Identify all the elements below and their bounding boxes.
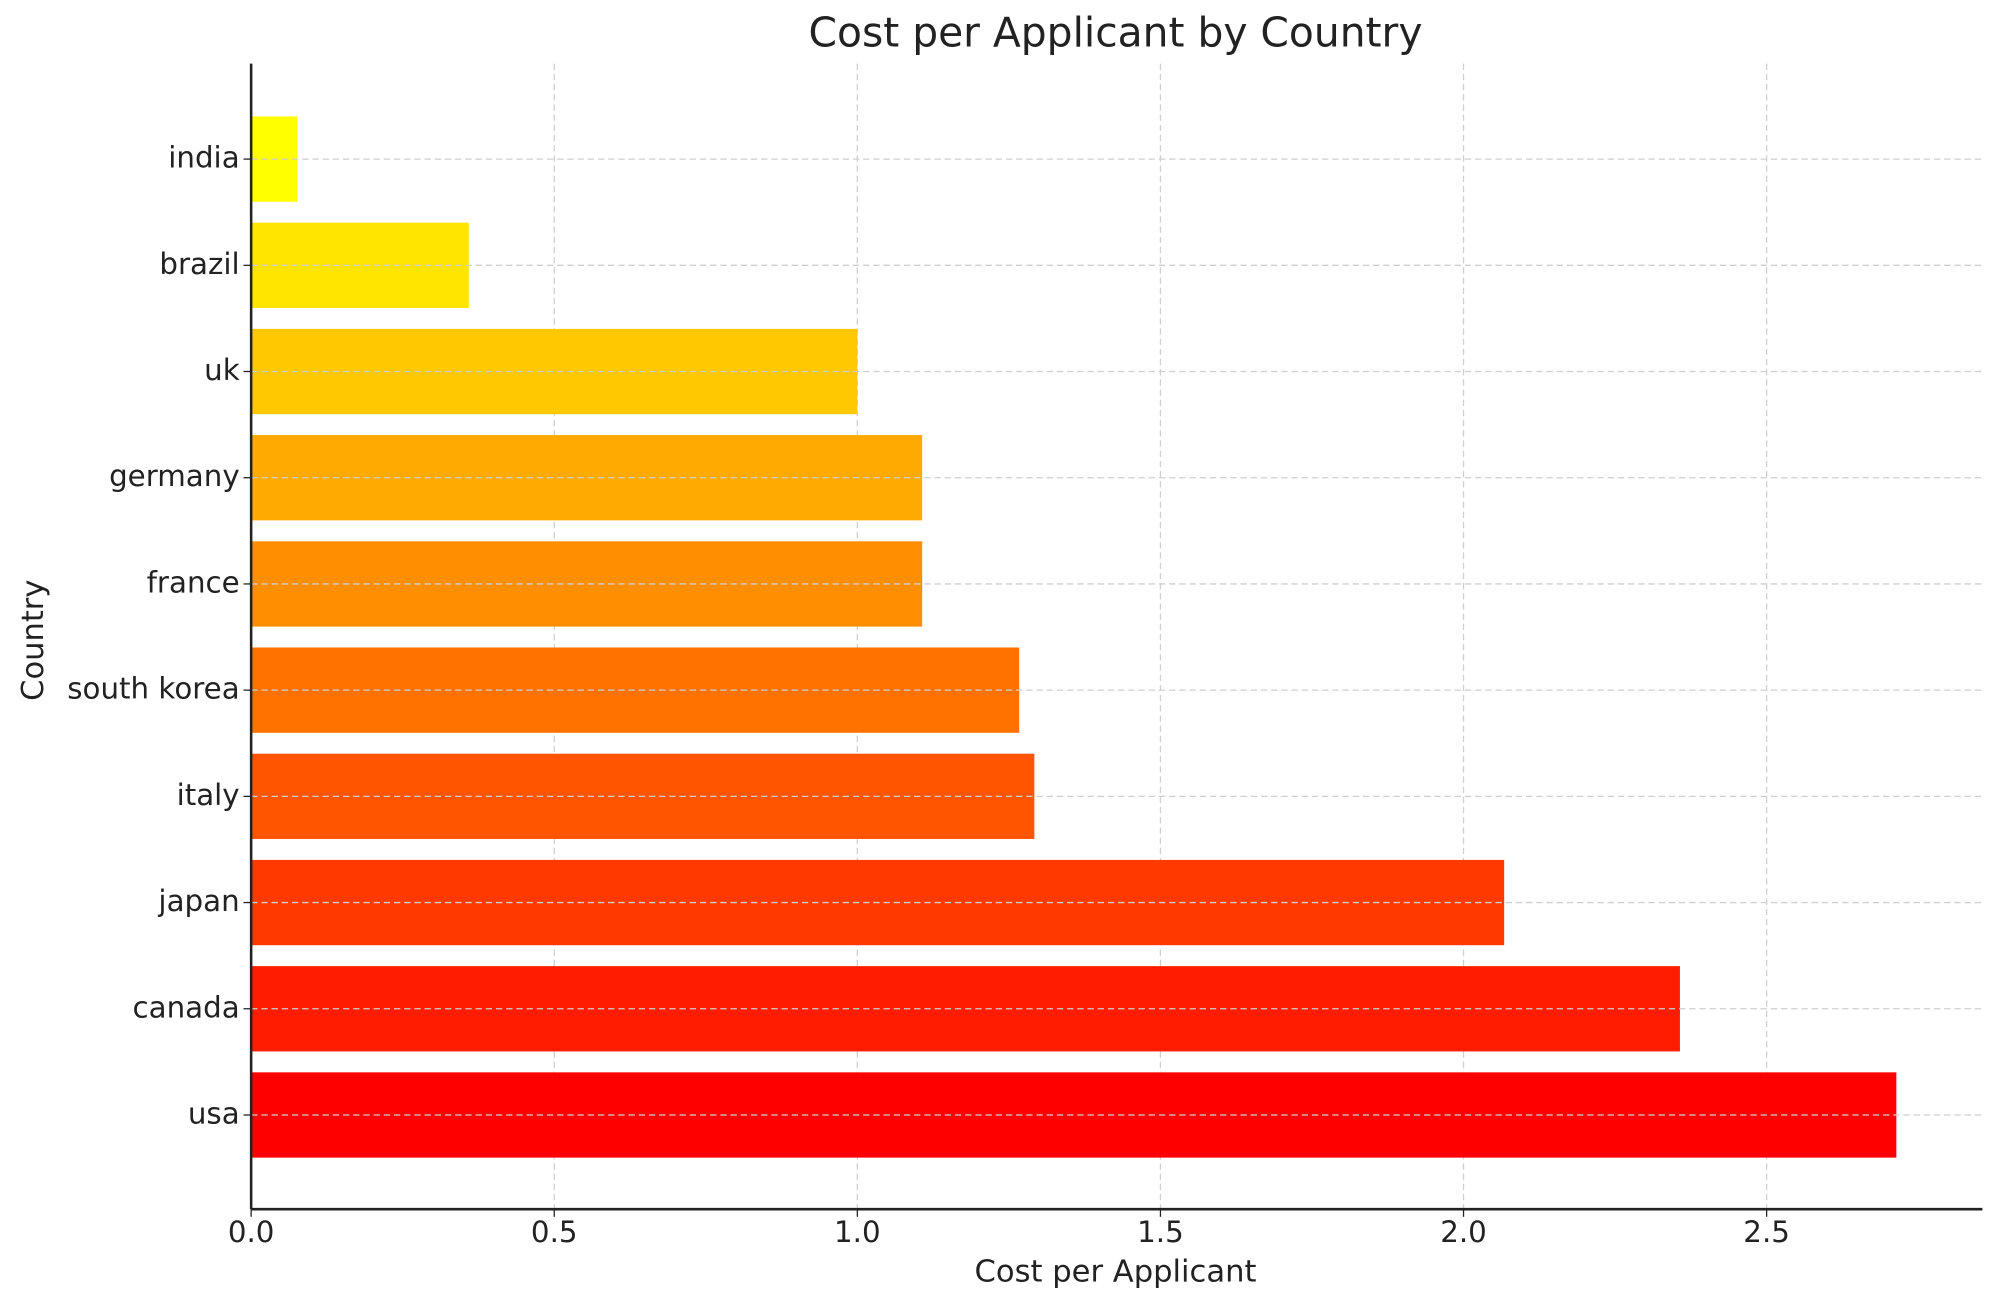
- x-axis-label: Cost per Applicant: [975, 1254, 1257, 1289]
- x-tick-label: 1.5: [1137, 1215, 1184, 1249]
- y-tick-label: south korea: [67, 672, 239, 706]
- x-tick-label: 1.0: [834, 1215, 881, 1249]
- y-tick-label: italy: [177, 778, 240, 812]
- x-tick-label: 0.5: [531, 1215, 578, 1249]
- y-tick-label: uk: [204, 353, 240, 387]
- y-tick-label: germany: [109, 459, 240, 493]
- bar: [251, 435, 923, 521]
- y-tick-label: canada: [133, 990, 240, 1024]
- y-axis-label: Country: [16, 580, 51, 701]
- x-tick-label: 2.0: [1440, 1215, 1487, 1249]
- y-tick-label: usa: [188, 1097, 240, 1131]
- y-tick-label: india: [168, 141, 239, 175]
- chart-title: Cost per Applicant by Country: [809, 9, 1423, 57]
- y-tick-label: france: [147, 565, 240, 599]
- x-tick-label: 0.0: [228, 1215, 275, 1249]
- bar: [251, 541, 923, 627]
- y-tick-label: japan: [157, 884, 239, 918]
- x-tick-label: 2.5: [1743, 1215, 1790, 1249]
- y-tick-label: brazil: [159, 247, 239, 281]
